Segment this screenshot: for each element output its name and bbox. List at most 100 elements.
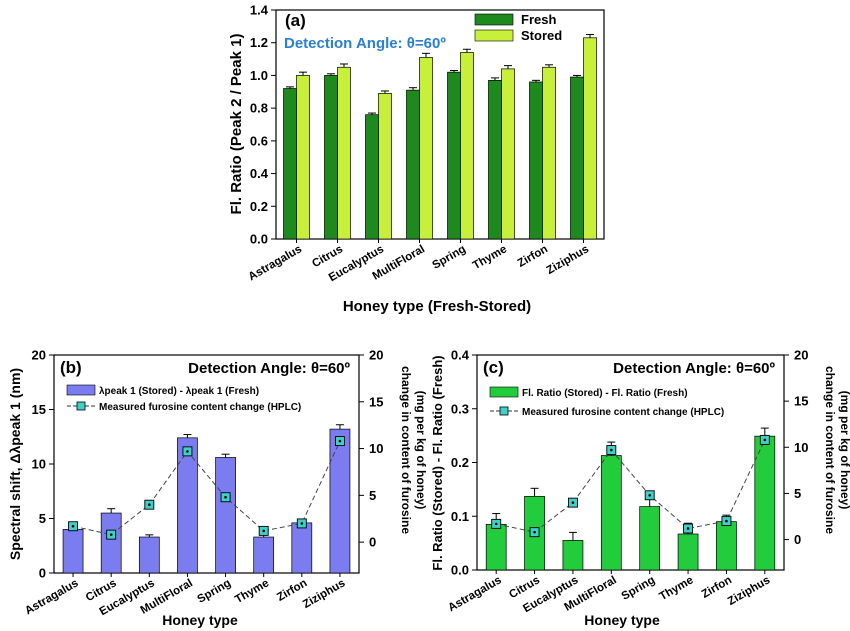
furosine-marker-dot bbox=[338, 439, 342, 443]
panel-a-ytick-label: 0.8 bbox=[250, 101, 268, 116]
panel-a-ytick-label: 0.6 bbox=[250, 133, 268, 148]
bar-difference bbox=[100, 512, 122, 574]
bar-difference bbox=[329, 428, 351, 574]
panel-b-right-ytick-label: 10 bbox=[369, 441, 383, 456]
panel-c-legend: Fl. Ratio (Stored) - Fl. Ratio (Fresh) M… bbox=[489, 386, 724, 418]
bar-difference bbox=[62, 529, 84, 574]
panel-c-legend-line-label: Measured furosine content change (HPLC) bbox=[522, 407, 724, 418]
bar-stored bbox=[460, 52, 474, 240]
panel-c-category-label: Thyme bbox=[657, 574, 695, 603]
panel-c-category-label: Astragalus bbox=[446, 574, 503, 614]
panel-b-legend-line-label: Measured furosine content change (HPLC) bbox=[99, 402, 301, 413]
panel-c-right-axis-title-2: (mg per kg of honey) bbox=[838, 391, 850, 510]
panel-c-label: (c) bbox=[483, 358, 504, 377]
panel-c-bars bbox=[485, 427, 776, 571]
panel-c-furosine-line bbox=[491, 434, 770, 538]
bar-difference bbox=[600, 455, 622, 571]
panel-a-ytick-label: 1.4 bbox=[250, 3, 269, 18]
bar-stored bbox=[501, 68, 515, 240]
panel-c-ytick-label: 0.0 bbox=[451, 563, 469, 578]
panel-c-angle-annotation: Detection Angle: θ=60º bbox=[613, 360, 775, 377]
bar-stored bbox=[378, 93, 392, 240]
panel-a-ytick-label: 1.0 bbox=[250, 68, 268, 83]
panel-b-right-axis-title-1: change in content of furosine bbox=[399, 366, 413, 534]
panel-b-label: (b) bbox=[60, 358, 82, 377]
panel-b-legend-bar-label: λpeak 1 (Stored) - λpeak 1 (Fresh) bbox=[99, 386, 259, 397]
panel-a-ytick-label: 0.4 bbox=[250, 166, 269, 181]
furosine-marker-dot bbox=[725, 519, 728, 523]
panel-c-right-ytick-label: 0 bbox=[794, 532, 801, 547]
furosine-marker-dot bbox=[610, 448, 613, 452]
panel-a-bars bbox=[283, 34, 597, 240]
panel-b-ytick-label: 5 bbox=[39, 511, 46, 526]
panel-a: 0.0 0.2 0.4 0.6 0.8 1.0 1.2 1.4 Astragalus Citru… bbox=[228, 3, 605, 315]
furosine-marker-dot bbox=[186, 450, 189, 453]
panel-b-angle-annotation: Detection Angle: θ=60º bbox=[188, 360, 350, 377]
panel-a-ytick-label: 0.0 bbox=[250, 232, 268, 247]
panel-b-legend-marker bbox=[76, 401, 86, 411]
furosine-marker-dot bbox=[648, 493, 651, 497]
panel-b-right-ytick-label: 20 bbox=[369, 348, 383, 363]
panel-c-right-ytick-label: 5 bbox=[794, 486, 801, 501]
panel-c-ytick-label: 0.2 bbox=[451, 455, 469, 470]
panel-b-right-y-ticks: 0 5 10 15 20 bbox=[359, 348, 383, 550]
panel-a-y-ticks: 0.0 0.2 0.4 0.6 0.8 1.0 1.2 1.4 bbox=[250, 3, 276, 247]
bar-difference bbox=[754, 435, 776, 571]
panel-b-ytick-label: 20 bbox=[32, 348, 46, 363]
panel-c-legend-bar-swatch bbox=[489, 386, 519, 398]
furosine-marker-dot bbox=[262, 529, 265, 533]
bar-fresh bbox=[570, 76, 584, 240]
panel-b-x-axis-title: Honey type bbox=[162, 612, 238, 628]
panel-c-left-y-ticks: 0.0 0.1 0.2 0.3 0.4 bbox=[451, 348, 477, 578]
panel-a-ytick-label: 1.2 bbox=[250, 35, 268, 50]
panel-c-ytick-label: 0.1 bbox=[451, 509, 469, 524]
panel-c-right-y-ticks: 0 5 10 15 20 bbox=[784, 348, 808, 547]
bar-difference bbox=[291, 522, 313, 574]
panel-a-category-label: Spring bbox=[430, 243, 468, 272]
furosine-marker-dot bbox=[148, 503, 151, 506]
panel-a-y-axis-title: Fl. Ratio (Peak 2 / Peak 1) bbox=[228, 34, 245, 215]
panel-c-legend-bar-label: Fl. Ratio (Stored) - Fl. Ratio (Fresh) bbox=[522, 388, 688, 399]
furosine-marker-dot bbox=[686, 527, 690, 530]
panel-c-right-ytick-label: 10 bbox=[794, 440, 808, 455]
panel-a-category-label: Ziziphus bbox=[545, 243, 591, 277]
bar-stored bbox=[296, 75, 310, 240]
panel-c-ytick-label: 0.4 bbox=[451, 348, 470, 363]
bar-difference bbox=[639, 506, 661, 571]
furosine-marker-dot bbox=[300, 522, 304, 525]
furosine-marker-dot bbox=[533, 530, 536, 534]
panel-c: 0.0 0.1 0.2 0.3 0.4 0 5 10 15 20 Astragalus Citru… bbox=[430, 348, 850, 629]
legend-fresh-label: Fresh bbox=[521, 12, 556, 27]
bar-difference bbox=[215, 457, 236, 574]
panel-b-right-ytick-label: 5 bbox=[369, 488, 376, 503]
furosine-marker-dot bbox=[224, 495, 227, 499]
bar-stored bbox=[542, 66, 556, 240]
furosine-marker-dot bbox=[71, 524, 75, 528]
panel-b-right-axis-title-2: (mg per kg of honey) bbox=[414, 391, 428, 510]
panel-a-category-label: Thyme bbox=[471, 243, 509, 272]
panel-c-legend-marker bbox=[499, 406, 509, 416]
panel-c-ytick-label: 0.3 bbox=[451, 401, 469, 416]
panel-b-category-label: Ziziphus bbox=[301, 577, 347, 611]
furosine-marker-dot bbox=[763, 438, 767, 442]
panel-b-furosine-line bbox=[68, 436, 345, 540]
bar-difference bbox=[562, 540, 584, 571]
bar-stored bbox=[583, 37, 597, 240]
panel-a-legend: Fresh Stored bbox=[474, 12, 562, 43]
bar-fresh bbox=[365, 114, 379, 240]
bar-fresh bbox=[283, 88, 297, 240]
panel-a-frame bbox=[275, 9, 605, 240]
bar-fresh bbox=[406, 89, 420, 240]
bar-difference bbox=[677, 533, 699, 571]
furosine-marker-dot bbox=[571, 501, 575, 504]
panel-c-category-label: Spring bbox=[620, 574, 658, 603]
panel-b-ytick-label: 0 bbox=[39, 566, 46, 581]
panel-c-right-axis-title-1: change in content of furosine bbox=[823, 366, 837, 534]
panel-b-legend: λpeak 1 (Stored) - λpeak 1 (Fresh) Measu… bbox=[66, 384, 301, 413]
panel-b-ytick-label: 15 bbox=[32, 402, 46, 417]
bar-fresh bbox=[324, 75, 338, 240]
